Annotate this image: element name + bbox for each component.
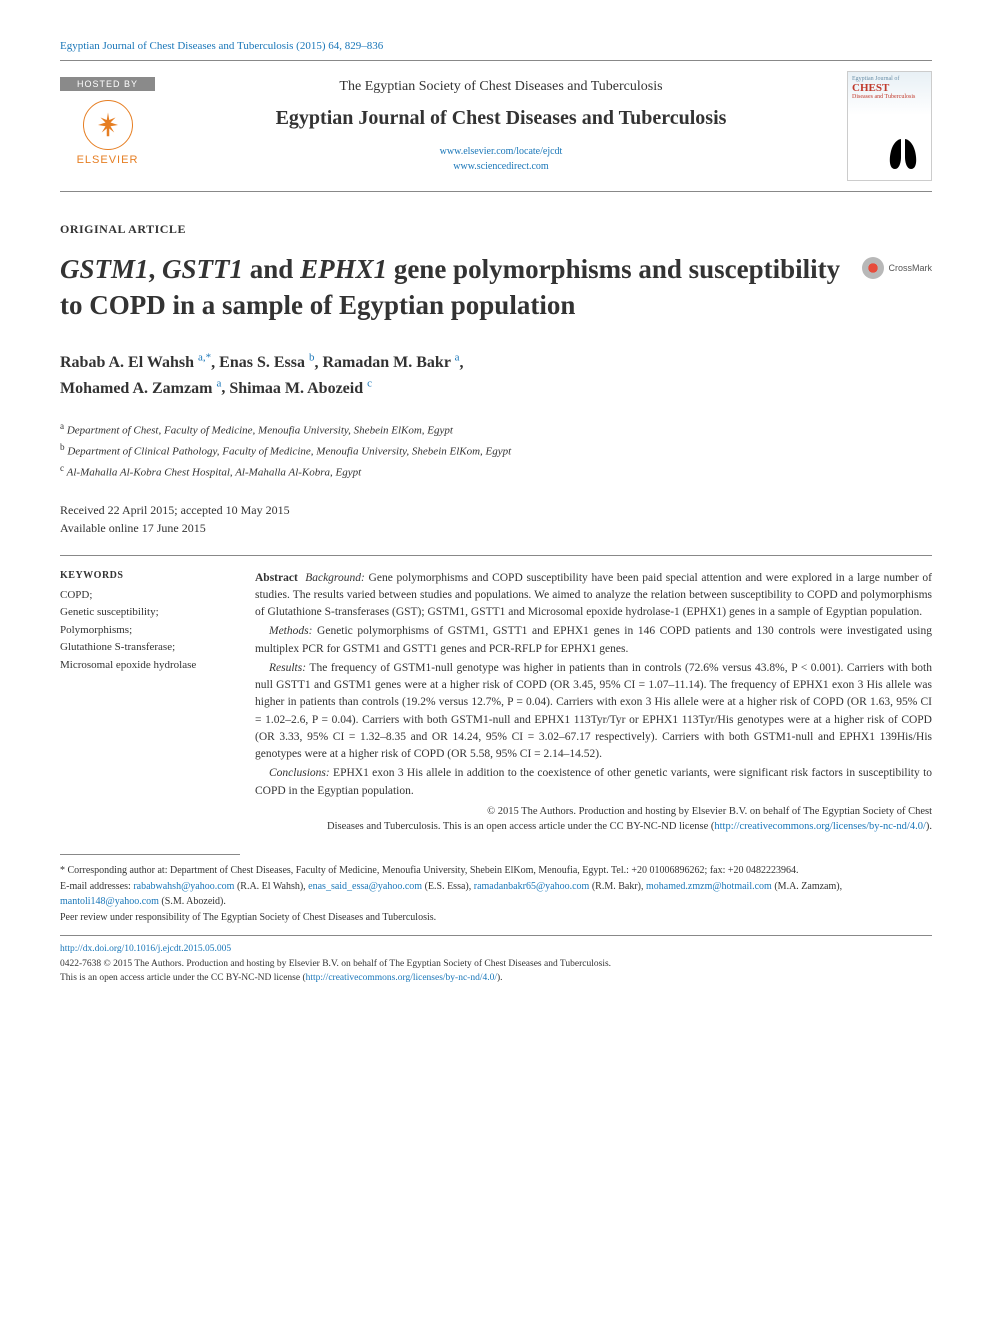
journal-url-sciencedirect[interactable]: www.sciencedirect.com: [175, 159, 827, 174]
keyword: Glutathione S-transferase;: [60, 639, 225, 657]
license-link[interactable]: http://creativecommons.org/licenses/by-n…: [714, 821, 926, 832]
copyright-notice: © 2015 The Authors. Production and hosti…: [255, 804, 932, 834]
article-type: ORIGINAL ARTICLE: [60, 222, 932, 237]
author-list: Rabab A. El Wahsh a,*, Enas S. Essa b, R…: [60, 350, 932, 401]
keyword: Microsomal epoxide hydrolase: [60, 657, 225, 675]
license-link[interactable]: http://creativecommons.org/licenses/by-n…: [306, 973, 497, 983]
email-link[interactable]: ramadanbakr65@yahoo.com: [474, 881, 590, 892]
doi-link[interactable]: http://dx.doi.org/10.1016/j.ejcdt.2015.0…: [60, 942, 932, 956]
publisher-badge: HOSTED BY ELSEVIER: [60, 77, 155, 176]
running-citation: Egyptian Journal of Chest Diseases and T…: [60, 40, 932, 52]
author: Ramadan M. Bakr a: [322, 354, 459, 371]
affiliation: c Al-Mahalla Al-Kobra Chest Hospital, Al…: [60, 461, 932, 482]
author: Mohamed A. Zamzam a: [60, 380, 221, 397]
footnote-rule: [60, 854, 240, 855]
journal-name: Egyptian Journal of Chest Diseases and T…: [175, 107, 827, 130]
author: Rabab A. El Wahsh a,*: [60, 354, 211, 371]
crossmark-label: CrossMark: [888, 263, 932, 273]
footer-rule: [60, 935, 932, 936]
keywords-heading: KEYWORDS: [60, 570, 225, 581]
abstract: Abstract Background: Gene polymorphisms …: [255, 570, 932, 835]
author: Shimaa M. Abozeid c: [229, 380, 372, 397]
available-online: Available online 17 June 2015: [60, 519, 932, 537]
email-link[interactable]: enas_said_essa@yahoo.com: [308, 881, 422, 892]
footnotes: * Corresponding author at: Department of…: [60, 863, 932, 925]
journal-cover-thumbnail: Egyptian Journal of CHEST Diseases and T…: [847, 71, 932, 181]
keywords-list: COPD; Genetic susceptibility; Polymorphi…: [60, 587, 225, 675]
affiliations: a Department of Chest, Faculty of Medici…: [60, 419, 932, 483]
article-title: GSTM1, GSTT1 and EPHX1 gene polymorphism…: [60, 251, 842, 324]
email-link[interactable]: rababwahsh@yahoo.com: [133, 881, 234, 892]
crossmark-badge[interactable]: CrossMark: [862, 257, 932, 279]
keyword: Polymorphisms;: [60, 622, 225, 640]
issn-copyright: 0422-7638 © 2015 The Authors. Production…: [60, 957, 932, 971]
author: Enas S. Essa b: [219, 354, 314, 371]
page-footer: http://dx.doi.org/10.1016/j.ejcdt.2015.0…: [60, 942, 932, 985]
license-line: This is an open access article under the…: [60, 971, 932, 985]
email-link[interactable]: mantoli148@yahoo.com: [60, 896, 159, 907]
elsevier-tree-icon: [83, 100, 133, 150]
elsevier-logo: ELSEVIER: [60, 91, 155, 176]
lung-icon: [883, 122, 923, 172]
journal-url-locate[interactable]: www.elsevier.com/locate/ejcdt: [175, 144, 827, 159]
cover-subtitle: Diseases and Tuberculosis: [852, 94, 927, 100]
email-link[interactable]: mohamed.zmzm@hotmail.com: [646, 881, 772, 892]
divider: [60, 555, 932, 556]
keyword: COPD;: [60, 587, 225, 605]
peer-review-note: Peer review under responsibility of The …: [60, 910, 932, 926]
cover-brand: CHEST: [852, 82, 927, 94]
keyword: Genetic susceptibility;: [60, 604, 225, 622]
corresponding-author: * Corresponding author at: Department of…: [60, 863, 932, 879]
crossmark-icon: [862, 257, 884, 279]
article-dates: Received 22 April 2015; accepted 10 May …: [60, 501, 932, 537]
received-accepted: Received 22 April 2015; accepted 10 May …: [60, 501, 932, 519]
publisher-name: ELSEVIER: [77, 154, 139, 166]
email-addresses: E-mail addresses: rababwahsh@yahoo.com (…: [60, 879, 932, 910]
hosted-by-label: HOSTED BY: [60, 77, 155, 91]
journal-header: HOSTED BY ELSEVIER The Egyptian Society …: [60, 60, 932, 192]
society-name: The Egyptian Society of Chest Diseases a…: [175, 79, 827, 95]
affiliation: b Department of Clinical Pathology, Facu…: [60, 440, 932, 461]
affiliation: a Department of Chest, Faculty of Medici…: [60, 419, 932, 440]
